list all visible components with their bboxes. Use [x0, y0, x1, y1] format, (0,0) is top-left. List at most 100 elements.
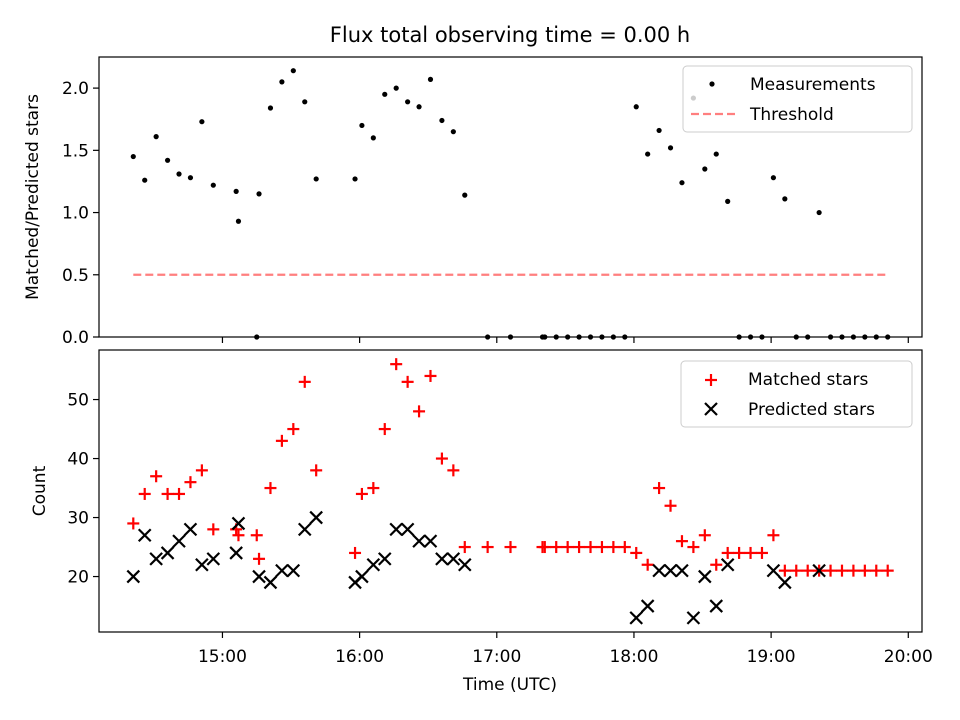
- measurement-point: [393, 85, 399, 91]
- predicted-star-marker: [709, 599, 724, 613]
- matched-star-marker: [413, 405, 426, 418]
- bottom-x-tick-label: 16:00: [335, 647, 384, 667]
- measurement-point: [142, 177, 148, 183]
- matched-star-marker: [264, 482, 277, 495]
- legend-threshold-label: Threshold: [749, 105, 834, 125]
- measurement-point: [279, 79, 285, 85]
- measurement-point: [130, 153, 136, 160]
- matched-star-marker: [458, 541, 471, 554]
- matched-star-marker: [173, 487, 186, 500]
- measurement-point: [359, 122, 365, 129]
- measurement-point: [235, 218, 242, 224]
- matched-star-marker: [481, 541, 494, 554]
- bottom-x-tick-label: 18:00: [609, 647, 658, 667]
- measurement-point: [725, 198, 731, 204]
- matched-star-marker: [504, 541, 517, 554]
- predicted-star-marker: [126, 569, 141, 584]
- legend-predicted-label: Predicted stars: [748, 400, 875, 420]
- legend-matched-label: Matched stars: [748, 370, 868, 390]
- measurement-point: [782, 196, 788, 202]
- measurement-point: [352, 176, 358, 182]
- predicted-star-marker: [766, 563, 781, 578]
- measurement-point: [656, 127, 662, 134]
- matched-star-marker: [733, 546, 746, 559]
- predicted-star-marker: [206, 552, 221, 566]
- matched-star-marker: [367, 482, 380, 495]
- measurement-point: [233, 188, 239, 194]
- matched-star-marker: [573, 541, 586, 554]
- legend-matched-marker: [705, 374, 717, 386]
- predicted-star-marker: [640, 599, 655, 613]
- matched-star-marker: [767, 529, 780, 542]
- predicted-star-marker: [686, 611, 701, 625]
- measurement-point: [450, 129, 456, 135]
- matched-star-marker: [435, 452, 448, 465]
- predicted-star-marker: [286, 563, 301, 578]
- predicted-star-marker: [183, 522, 198, 537]
- top-y-tick-label: 2.0: [62, 79, 89, 99]
- matched-star-marker: [250, 529, 263, 542]
- matched-star-marker: [401, 375, 414, 388]
- matched-star-marker: [561, 541, 574, 554]
- matched-star-marker: [790, 564, 803, 577]
- predicted-star-marker: [231, 516, 246, 531]
- measurement-point: [416, 104, 422, 110]
- predicted-star-marker: [366, 557, 381, 572]
- bottom-y-tick-label: 40: [67, 450, 89, 470]
- measurement-point: [256, 191, 262, 197]
- predicted-star-marker: [137, 528, 152, 543]
- measurement-point: [199, 119, 205, 125]
- matched-star-marker: [687, 541, 700, 554]
- predicted-star-marker: [400, 522, 415, 537]
- bottom-x-tick-label: 15:00: [198, 647, 247, 667]
- legend-measurements-marker: [709, 81, 715, 87]
- matched-star-marker: [550, 541, 563, 554]
- matched-star-marker: [618, 541, 631, 554]
- predicted-star-marker: [275, 563, 289, 578]
- predicted-star-marker: [172, 534, 186, 548]
- matched-star-marker: [881, 564, 894, 577]
- matched-star-marker: [298, 375, 311, 388]
- measurement-point: [645, 151, 651, 157]
- matched-star-marker: [207, 523, 220, 536]
- measurement-point: [210, 182, 216, 188]
- matched-star-marker: [801, 564, 814, 577]
- matched-star-marker: [447, 464, 460, 477]
- matched-star-marker: [390, 358, 403, 371]
- bottom-x-tick-label: 19:00: [747, 647, 796, 667]
- top-y-tick-label: 1.5: [62, 141, 89, 161]
- legend-measurements-label: Measurements: [750, 75, 876, 95]
- matched-star-marker: [710, 558, 723, 571]
- predicted-star-marker: [309, 510, 323, 525]
- bottom-x-tick-label: 20:00: [884, 647, 933, 667]
- predicted-star-marker: [457, 557, 472, 572]
- top-plot-marks: [130, 68, 891, 340]
- measurement-point: [667, 145, 674, 151]
- bottom-y-ticks: 20 30 40 50: [67, 391, 99, 588]
- bottom-x-tick-label: 17:00: [472, 647, 521, 667]
- measurement-point: [382, 91, 388, 97]
- predicted-star-marker: [812, 563, 826, 578]
- matched-star-marker: [675, 535, 688, 548]
- matched-star-marker: [653, 482, 666, 495]
- measurement-point: [267, 105, 274, 111]
- matched-star-marker: [232, 529, 245, 542]
- predicted-star-marker: [663, 563, 678, 578]
- legend-predicted-marker: [704, 402, 718, 416]
- predicted-star-marker: [629, 611, 644, 625]
- measurement-point: [176, 171, 182, 177]
- predicted-star-marker: [720, 557, 735, 572]
- matched-star-marker: [349, 546, 362, 559]
- matched-star-marker: [138, 487, 151, 500]
- matched-star-marker: [127, 517, 140, 530]
- predicted-star-marker: [423, 534, 438, 548]
- measurement-point: [370, 135, 376, 141]
- matched-star-marker: [755, 546, 768, 559]
- top-y-tick-label: 0.0: [62, 328, 89, 348]
- matched-star-marker: [355, 487, 368, 500]
- bottom-y-tick-label: 30: [67, 509, 89, 529]
- measurement-point: [405, 99, 411, 105]
- matched-star-marker: [424, 369, 437, 382]
- top-panel: 0.00.51.01.52.0 Matched/Predicted stars …: [23, 56, 923, 348]
